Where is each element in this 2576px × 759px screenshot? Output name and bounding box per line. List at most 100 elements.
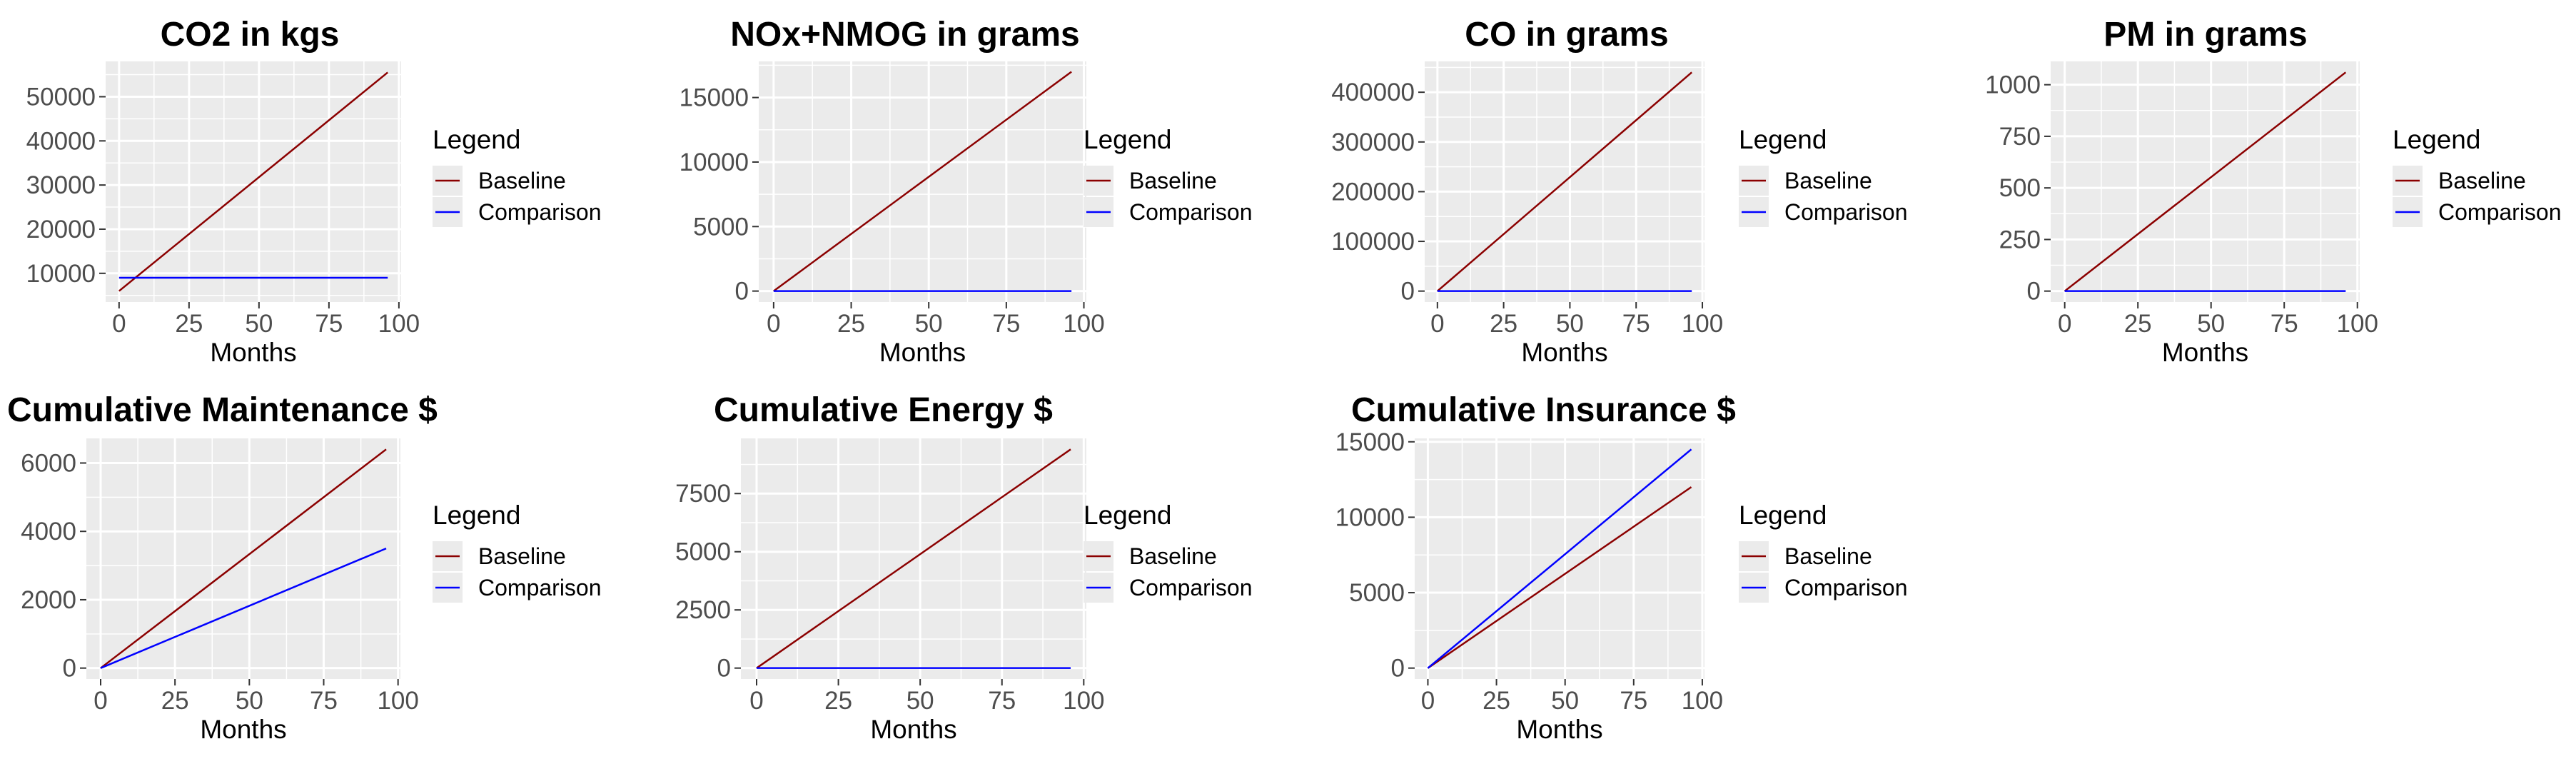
x-tick-label: 25 xyxy=(1483,687,1510,715)
legend-label-baseline: Baseline xyxy=(1784,168,1872,193)
series-line-baseline xyxy=(118,71,388,292)
legend: Legend Baseline Comparison xyxy=(433,125,602,227)
y-tick-label: 0 xyxy=(735,278,749,306)
x-tick-label: 75 xyxy=(315,310,343,338)
legend-label-baseline: Baseline xyxy=(478,168,566,193)
x-tick-label: 75 xyxy=(1620,687,1647,715)
x-tick-label: 100 xyxy=(2337,310,2378,338)
series-line-baseline xyxy=(100,448,387,669)
y-tick-label: 30000 xyxy=(26,171,96,199)
legend-title: Legend xyxy=(1084,501,1171,530)
chart-panel-2: NOx+NMOG in grams 0 25 50 75 100 0 5000 10000 150… xyxy=(680,16,1253,367)
y-tick-label: 15000 xyxy=(1335,428,1405,456)
x-tick-label: 25 xyxy=(2124,310,2152,338)
legend-label-comparison: Comparison xyxy=(1784,199,1908,225)
y-tick-label: 750 xyxy=(1999,123,2041,151)
series-line-baseline xyxy=(1427,486,1692,669)
y-tick-label: 400000 xyxy=(1331,79,1415,106)
x-tick-label: 100 xyxy=(1682,310,1723,338)
legend: Legend Baseline Comparison xyxy=(433,501,602,603)
y-tick-label: 6000 xyxy=(21,449,76,477)
chart-title: Cumulative Maintenance $ xyxy=(7,391,438,429)
y-tick-label: 7500 xyxy=(675,480,731,508)
x-tick-label: 25 xyxy=(161,687,189,715)
x-tick-label: 0 xyxy=(1421,687,1435,715)
y-tick-label: 300000 xyxy=(1331,129,1415,156)
y-tick-label: 200000 xyxy=(1331,178,1415,206)
chart-panel-1: CO2 in kgs 0 25 50 75 100 10000 20000 30000 40000… xyxy=(26,16,602,367)
series-line-baseline xyxy=(1437,71,1692,292)
x-tick-label: 0 xyxy=(94,687,107,715)
legend-label-baseline: Baseline xyxy=(1129,543,1217,569)
chart-title: NOx+NMOG in grams xyxy=(730,16,1079,54)
legend-label-comparison: Comparison xyxy=(1784,575,1908,600)
series-line-baseline xyxy=(773,71,1072,292)
y-tick-label: 0 xyxy=(1401,278,1415,306)
legend-label-comparison: Comparison xyxy=(1129,199,1253,225)
x-tick-label: 0 xyxy=(767,310,780,338)
x-tick-label: 100 xyxy=(377,687,418,715)
y-tick-label: 250 xyxy=(1999,226,2041,253)
chart-panel-5: Cumulative Maintenance $ 0 25 50 75 100 0 2000 4… xyxy=(7,391,602,744)
x-tick-label: 0 xyxy=(1430,310,1444,338)
x-tick-label: 50 xyxy=(915,310,943,338)
legend-title: Legend xyxy=(1084,125,1171,154)
y-tick-label: 0 xyxy=(2027,278,2041,306)
legend-label-comparison: Comparison xyxy=(478,199,602,225)
y-tick-label: 15000 xyxy=(680,84,749,112)
x-tick-label: 75 xyxy=(2271,310,2298,338)
legend-title: Legend xyxy=(433,501,520,530)
legend-title: Legend xyxy=(2393,125,2480,154)
x-axis-title: Months xyxy=(1516,715,1602,744)
chart-title: Cumulative Insurance $ xyxy=(1351,391,1736,429)
x-tick-label: 75 xyxy=(1622,310,1650,338)
x-tick-label: 25 xyxy=(175,310,203,338)
chart-title: Cumulative Energy $ xyxy=(714,391,1053,429)
chart-panel-7: Cumulative Insurance $ 0 25 50 75 100 0 5000 100… xyxy=(1335,391,1908,744)
y-tick-label: 10000 xyxy=(26,260,96,288)
x-tick-label: 0 xyxy=(112,310,126,338)
legend: Legend Baseline Comparison xyxy=(2393,125,2562,227)
y-tick-label: 50000 xyxy=(26,83,96,111)
series-line-comparison xyxy=(1427,448,1692,669)
x-tick-label: 100 xyxy=(1063,310,1104,338)
legend: Legend Baseline Comparison xyxy=(1739,125,1908,227)
x-tick-label: 100 xyxy=(1063,687,1104,715)
x-tick-label: 50 xyxy=(906,687,934,715)
y-tick-label: 40000 xyxy=(26,127,96,155)
x-axis-title: Months xyxy=(870,715,956,744)
x-axis-title: Months xyxy=(200,715,286,744)
y-tick-label: 5000 xyxy=(1349,579,1405,607)
x-tick-label: 25 xyxy=(1490,310,1517,338)
y-tick-label: 20000 xyxy=(26,216,96,243)
x-tick-label: 100 xyxy=(1682,687,1723,715)
x-tick-label: 0 xyxy=(2058,310,2071,338)
x-axis-title: Months xyxy=(2162,338,2248,367)
x-tick-label: 100 xyxy=(378,310,420,338)
x-tick-label: 75 xyxy=(310,687,338,715)
y-tick-label: 0 xyxy=(1391,655,1405,683)
chart-panel-6: Cumulative Energy $ 0 25 50 75 100 0 2500 5000 75… xyxy=(675,391,1252,744)
legend-label-baseline: Baseline xyxy=(478,543,566,569)
legend-label-baseline: Baseline xyxy=(1784,543,1872,569)
chart-title: CO in grams xyxy=(1465,16,1668,54)
legend-title: Legend xyxy=(1739,501,1827,530)
x-tick-label: 25 xyxy=(837,310,865,338)
x-tick-label: 50 xyxy=(245,310,273,338)
legend: Legend Baseline Comparison xyxy=(1084,125,1253,227)
y-tick-label: 1000 xyxy=(1985,71,2041,99)
x-tick-label: 50 xyxy=(1556,310,1584,338)
y-tick-label: 0 xyxy=(63,655,76,683)
legend-label-comparison: Comparison xyxy=(2438,199,2562,225)
legend-label-comparison: Comparison xyxy=(1129,575,1253,600)
x-tick-label: 0 xyxy=(749,687,763,715)
legend-label-comparison: Comparison xyxy=(478,575,602,600)
x-tick-label: 75 xyxy=(992,310,1020,338)
y-tick-label: 2500 xyxy=(675,596,731,624)
chart-title: CO2 in kgs xyxy=(161,16,340,54)
y-tick-label: 100000 xyxy=(1331,228,1415,256)
y-tick-label: 2000 xyxy=(21,586,76,614)
legend-title: Legend xyxy=(433,125,520,154)
